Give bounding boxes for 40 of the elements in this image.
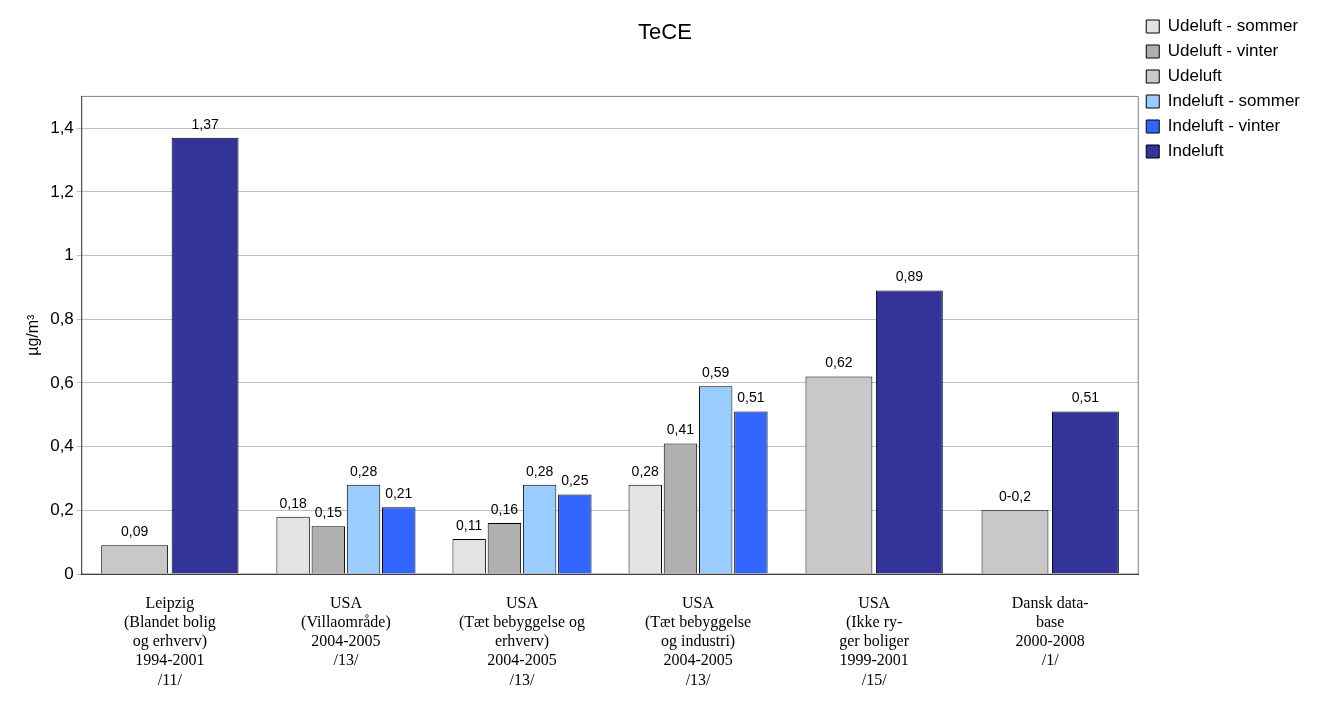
x-tick-label: USA (Tæt bebyggelse og erhverv) 2004-2005 /13/ [458, 593, 586, 688]
legend-label: Udeluft - sommer [1167, 16, 1299, 36]
data-label: 0,41 [666, 421, 695, 438]
y-tick-label: 0,4 [50, 436, 74, 456]
legend-label: Udeluft [1167, 66, 1222, 86]
y-tick-label: 1,4 [50, 117, 74, 137]
chart-title: TeCE [638, 19, 692, 45]
x-tick-label: Dansk data- base 2000-2008 /1/ [1011, 593, 1089, 669]
data-label: 0,16 [490, 500, 519, 517]
data-label: 0,28 [525, 462, 554, 479]
data-label: 0,28 [631, 462, 660, 479]
legend-label: Indeluft - vinter [1167, 116, 1281, 136]
data-label: 0,59 [702, 364, 730, 380]
y-tick-label: 1 [64, 245, 74, 265]
data-label: 0-0,2 [999, 488, 1032, 505]
y-tick-label: 0,6 [50, 372, 74, 392]
x-tick-label: USA (Tæt bebyggelse og industri) 2004-2005 /13/ [644, 593, 752, 688]
y-tick-label: 1,2 [50, 181, 74, 201]
legend-label: Indeluft [1167, 141, 1224, 161]
y-tick-label: 0 [64, 563, 74, 583]
x-tick-label: USA (Villaområde) 2004-2005 /13/ [301, 593, 391, 669]
data-label: 0,25 [561, 472, 589, 489]
data-label: 0,15 [314, 504, 343, 521]
y-tick-label: 0,8 [50, 308, 74, 328]
data-label: 0,62 [825, 354, 853, 371]
data-label: 0,28 [349, 462, 378, 479]
data-label: 1,37 [191, 115, 219, 132]
data-label: 0,09 [121, 523, 149, 540]
x-tick-label: Leipzig (Blandet bolig og erhverv) 1994-2001 /11/ [123, 593, 216, 688]
x-tick-label: USA (Ikke ry- ger boliger 1999-2001 /15/ [839, 593, 910, 688]
data-label: 0,11 [456, 516, 483, 533]
data-label: 0,51 [1071, 389, 1100, 406]
data-label: 0,51 [737, 389, 765, 406]
y-tick-label: 0,2 [50, 500, 74, 520]
legend-label: Udeluft - vinter [1167, 41, 1279, 61]
y-axis-title: µg/m³ [24, 313, 42, 356]
legend-label: Indeluft - sommer [1167, 91, 1301, 111]
data-label: 0,89 [895, 268, 924, 285]
data-label: 0,18 [279, 494, 307, 511]
data-label: 0,21 [385, 485, 413, 501]
